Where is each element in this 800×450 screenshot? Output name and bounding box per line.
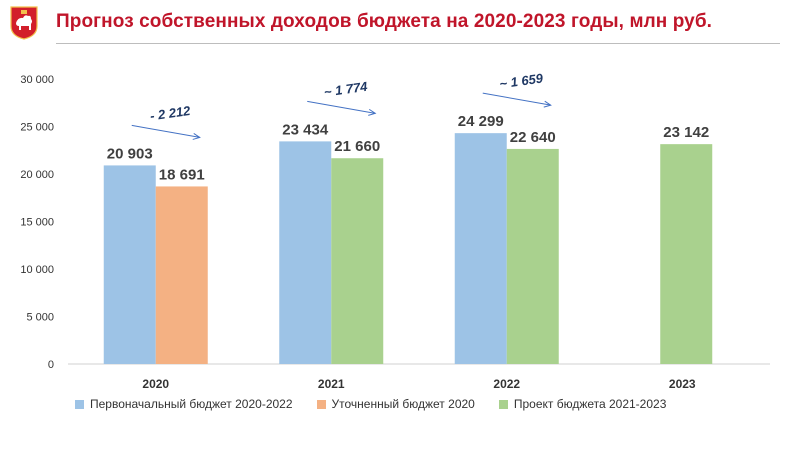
bar-2022-s2 <box>506 148 559 364</box>
slide-header: Прогноз собственных доходов бюджета на 2… <box>0 0 800 48</box>
arrow-head <box>192 133 201 140</box>
x-tick-label: 2023 <box>669 377 696 391</box>
difference-arrow <box>131 124 200 138</box>
y-tick-label: 15 000 <box>20 217 54 229</box>
legend-label: Проект бюджета 2021-2023 <box>513 397 667 411</box>
y-tick-label: 20 000 <box>20 169 54 181</box>
y-tick-label: 25 000 <box>20 122 54 134</box>
bar-2020-s0 <box>103 165 156 364</box>
bar-2021-s2 <box>331 158 384 364</box>
header-divider <box>56 43 780 44</box>
legend-label: Уточненный бюджет 2020 <box>331 397 475 411</box>
data-label: 18 691 <box>159 166 205 183</box>
data-label: 23 142 <box>663 124 709 141</box>
chart-legend: Первоначальный бюджет 2020-2022 Уточненны… <box>75 396 690 412</box>
y-tick-label: 5 000 <box>26 312 54 324</box>
legend-item: Первоначальный бюджет 2020-2022 <box>75 397 293 411</box>
legend-swatch <box>316 399 326 409</box>
bar-2023-s2 <box>660 144 713 364</box>
y-tick-label: 0 <box>48 359 54 371</box>
y-tick-label: 30 000 <box>20 74 54 86</box>
x-tick-label: 2020 <box>142 377 169 391</box>
legend-swatch <box>498 399 508 409</box>
page-title: Прогноз собственных доходов бюджета на 2… <box>56 11 713 32</box>
legend-item: Уточненный бюджет 2020 <box>316 397 475 411</box>
difference-annotation: ~ 1 659 <box>498 70 544 91</box>
legend-item: Проект бюджета 2021-2023 <box>498 397 667 411</box>
x-tick-label: 2022 <box>493 377 520 391</box>
x-tick-label: 2021 <box>318 377 345 391</box>
arrow-head <box>368 108 377 116</box>
data-label: 22 640 <box>510 129 556 146</box>
coat-of-arms-icon <box>10 6 38 40</box>
data-label: 24 299 <box>458 113 504 130</box>
legend-label: Первоначальный бюджет 2020-2022 <box>90 397 293 411</box>
y-tick-label: 10 000 <box>20 264 54 276</box>
bar-2021-s0 <box>279 141 332 364</box>
difference-arrow <box>307 100 376 114</box>
legend-swatch <box>75 399 84 409</box>
difference-annotation: ~ 1 774 <box>323 79 369 100</box>
data-label: 20 903 <box>107 145 153 162</box>
arrow-head <box>543 100 552 108</box>
data-label: 21 660 <box>334 138 380 155</box>
bar-2022-s0 <box>454 133 507 364</box>
data-label: 23 434 <box>282 121 329 138</box>
difference-annotation: - 2 212 <box>149 103 192 124</box>
bar-2020-s1 <box>155 186 208 364</box>
difference-arrow <box>482 92 551 106</box>
